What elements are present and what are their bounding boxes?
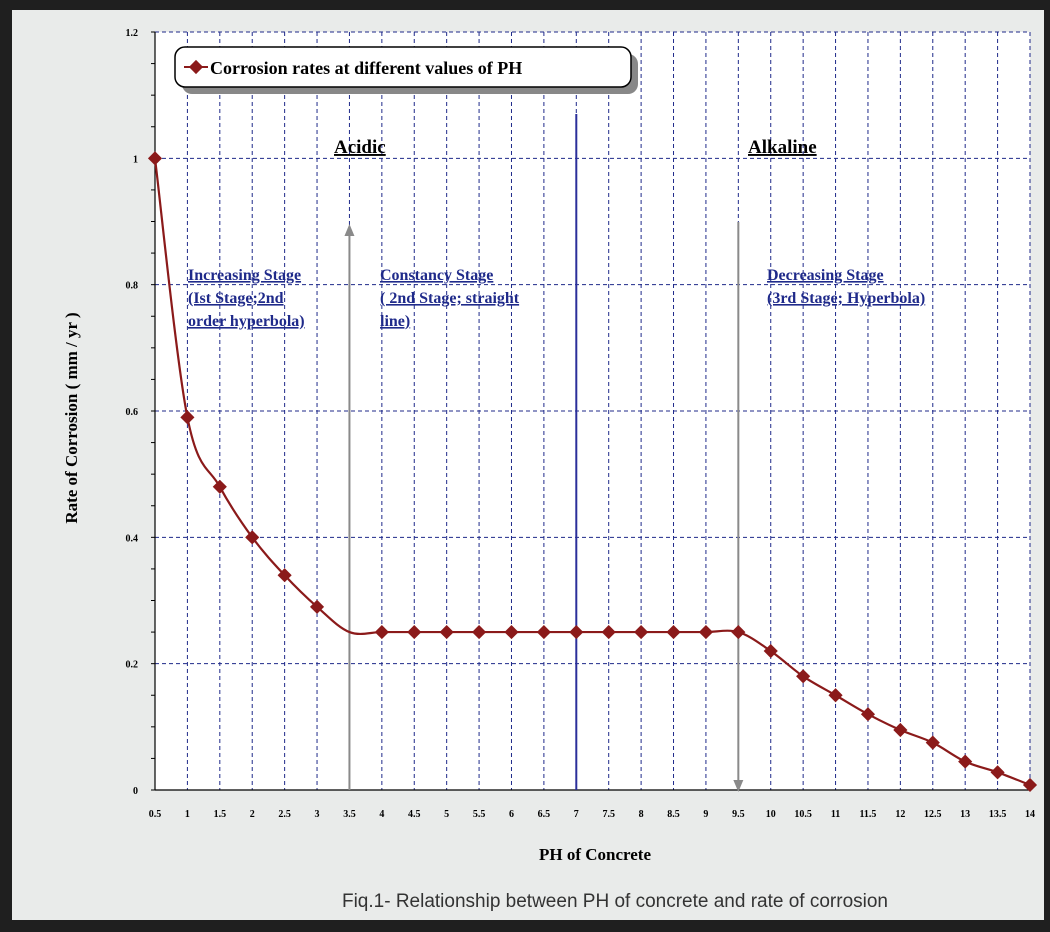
x-tick-label: 11: [831, 809, 840, 820]
y-tick-label: 1: [133, 154, 138, 165]
y-tick-label: 0.4: [126, 533, 139, 544]
data-point: [1022, 777, 1038, 793]
y-axis-title: Rate of Corrosion ( mm / yr ): [62, 312, 81, 523]
data-point: [893, 722, 908, 738]
stage2-label-line: ( 2nd Stage; straight: [380, 290, 520, 307]
data-point: [666, 625, 681, 640]
x-tick-label: 7: [574, 809, 579, 820]
x-tick-label: 9.5: [732, 809, 745, 820]
x-tick-label: 10: [766, 809, 776, 820]
legend-box: [174, 46, 632, 88]
x-tick-label: 13.5: [989, 809, 1007, 820]
x-tick-label: 4: [379, 809, 384, 820]
data-point: [277, 568, 292, 583]
x-tick-label: 7.5: [602, 809, 615, 820]
data-point: [731, 625, 746, 640]
x-tick-label: 12: [895, 809, 905, 820]
y-tick-label: 1.2: [126, 28, 139, 39]
x-tick-label: 5.5: [473, 809, 486, 820]
x-tick-label: 10.5: [794, 809, 812, 820]
x-tick-label: 4.5: [408, 809, 421, 820]
stage3-label-line: Decreasing Stage: [767, 267, 884, 284]
data-point: [504, 625, 519, 640]
data-point: [439, 625, 454, 640]
x-tick-label: 11.5: [859, 809, 876, 820]
data-point: [407, 625, 422, 640]
x-axis-title: PH of Concrete: [539, 845, 651, 864]
x-tick-label: 1: [185, 809, 190, 820]
figure-frame: 0.5 1 1.5 2 2.5 3 3.5 4 4.5 5 5.5 6 6.5 7 7.5 8 8.5 9 9.5 1…: [12, 10, 1044, 920]
data-point: [309, 599, 325, 614]
legend-label: Corrosion rates at different values of P…: [210, 58, 522, 78]
x-tick-label: 8.5: [667, 809, 680, 820]
x-tick-label: 13: [960, 809, 970, 820]
stage1-label-line: (Ist Stage;2nd: [188, 290, 284, 307]
stage3-label-line: (3rd Stage; Hyperbola): [767, 290, 925, 307]
stage1-label-line: order hyperbola): [188, 313, 305, 330]
stage2-label-line: Constancy Stage: [380, 267, 493, 284]
data-point: [180, 410, 195, 425]
x-tick-label: 2: [250, 809, 255, 820]
grid: [151, 31, 1031, 791]
data-point: [958, 754, 973, 769]
figure-caption: Fiq.1- Relationship between PH of concre…: [342, 891, 888, 912]
arrow-down-head: [733, 780, 744, 792]
x-tick-label: 3.5: [343, 809, 356, 820]
data-point: [698, 625, 713, 640]
annotations: Acidic Alkaline Increasing Stage (Ist Stage…: [188, 137, 925, 330]
data-point: [990, 765, 1005, 780]
data-point: [601, 625, 616, 640]
x-tick-label: 5: [444, 809, 449, 820]
x-tick-label: 12.5: [924, 809, 942, 820]
data-point: [796, 669, 811, 684]
series-layer: [147, 151, 1038, 793]
x-tick-label: 14: [1025, 809, 1035, 820]
tick-labels: 0.5 1 1.5 2 2.5 3 3.5 4 4.5 5 5.5 6 6.5 7 7.5 8 8.5 9 9.5 1…: [126, 28, 1036, 820]
x-tick-label: 8: [639, 809, 644, 820]
x-tick-label: 1.5: [214, 809, 227, 820]
y-tick-label: 0.8: [126, 281, 139, 292]
guides: [344, 114, 744, 792]
data-point: [147, 151, 163, 166]
y-tick-label: 0: [133, 786, 138, 797]
x-tick-label: 2.5: [278, 809, 291, 820]
corrosion-chart: 0.5 1 1.5 2 2.5 3 3.5 4 4.5 5 5.5 6 6.5 7 7.5 8 8.5 9 9.5 1…: [62, 28, 1038, 912]
stage2-label-line: line): [380, 313, 410, 330]
x-tick-label: 3: [315, 809, 320, 820]
data-point: [374, 625, 389, 640]
data-point: [472, 625, 487, 640]
data-point: [569, 625, 584, 640]
x-tick-label: 9: [703, 809, 708, 820]
x-tick-label: 0.5: [149, 809, 162, 820]
data-point: [634, 625, 649, 640]
y-tick-label: 0.2: [126, 660, 139, 671]
data-point: [536, 625, 551, 640]
alkaline-label: Alkaline: [748, 137, 817, 158]
legend: Corrosion rates at different values of P…: [174, 46, 638, 94]
x-tick-label: 6.5: [538, 809, 551, 820]
data-point: [212, 479, 227, 494]
x-tick-label: 6: [509, 809, 514, 820]
data-point: [925, 735, 940, 750]
data-point: [828, 688, 843, 703]
acidic-label: Acidic: [334, 137, 386, 158]
data-point: [860, 707, 876, 722]
arrow-up-head: [344, 224, 355, 236]
stage1-label-line: Increasing Stage: [188, 267, 301, 284]
y-tick-label: 0.6: [126, 407, 139, 418]
data-point: [763, 643, 778, 659]
data-point: [245, 530, 260, 545]
